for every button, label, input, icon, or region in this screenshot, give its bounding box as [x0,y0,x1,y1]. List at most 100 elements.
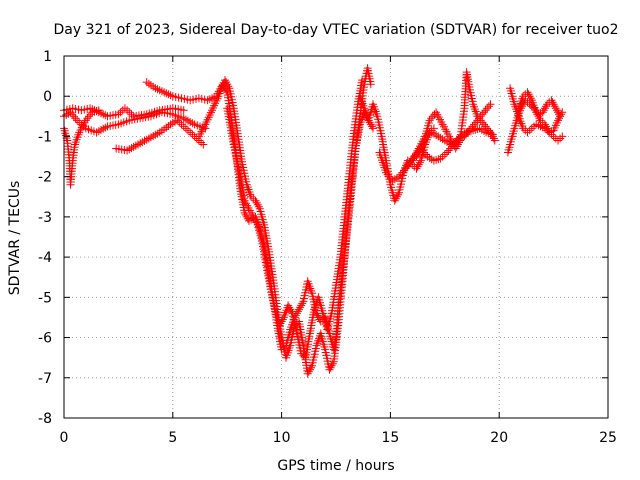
data-point [470,120,479,129]
data-point [549,132,558,141]
axis-ticks: 10-1-2-3-4-5-6-7-80 5 10 15 20 25 [38,49,617,446]
y-axis-title: SDTVAR / TECUs [7,181,23,296]
data-point [390,175,399,184]
data-point [245,216,253,225]
data-point [382,168,390,177]
data-point [469,126,478,135]
data-point [480,108,488,117]
data-point [197,138,206,147]
data-point [558,108,567,117]
data-point [179,122,188,131]
data-point [556,134,565,143]
data-point [454,138,463,147]
data-point [277,317,286,326]
data-point [123,106,132,115]
data-point [488,132,497,141]
data-point [481,106,490,115]
x-tick-label: 25 [599,430,617,446]
data-point [421,150,430,159]
data-point [420,148,429,157]
data-point [544,126,553,135]
data-point [136,139,145,148]
data-point [425,153,434,162]
data-points [60,64,567,378]
data-point [557,110,566,119]
data-point [480,120,488,129]
x-tick-label: 0 [60,430,69,446]
data-point [483,104,492,113]
data-point [287,307,296,316]
plot-frame [63,55,609,419]
data-point [490,136,499,145]
data-point [162,123,171,132]
data-point [192,134,201,143]
data-point [69,112,78,121]
data-point [383,170,392,179]
data-point [64,109,73,118]
data-point [325,365,334,374]
data-point [542,102,550,111]
data-point [398,168,407,177]
data-point [199,140,208,149]
data-point [253,200,262,209]
data-point [71,114,80,123]
y-tick-label: -1 [38,129,52,145]
data-point [428,112,437,121]
data-point [73,116,82,125]
y-tick-label: 1 [43,49,52,65]
data-point [436,154,445,163]
data-point [83,114,92,123]
data-point [558,132,567,141]
y-tick-label: 0 [43,89,52,105]
data-point [478,118,487,127]
data-point [427,114,436,123]
data-point [394,190,402,199]
data-point [254,202,263,211]
y-tick-label: -4 [38,250,52,266]
data-point [425,116,434,125]
data-point [358,76,367,85]
data-point [540,104,549,113]
data-point [297,301,306,310]
data-point [90,106,99,115]
data-point [434,155,443,164]
x-tick-label: 15 [381,430,399,446]
data-point [188,130,197,139]
y-tick-label: -8 [38,411,52,427]
data-point [407,156,416,165]
data-point [99,124,108,133]
data-point [162,89,171,98]
data-point [483,124,492,133]
data-point [484,102,493,111]
data-point [366,80,375,89]
data-point [369,124,377,133]
data-point [405,158,414,167]
data-point [181,115,190,124]
y-tick-label: -6 [38,331,52,347]
data-point [534,121,543,130]
data-point [395,172,404,181]
data-point [534,112,543,121]
data-point [486,100,495,109]
data-point [489,134,498,143]
data-point [523,128,532,137]
data-point [462,128,471,137]
data-point [415,158,424,167]
data-point [173,116,182,125]
data-point [303,369,312,378]
data-point [487,130,496,139]
data-point [386,174,395,183]
data-point [85,112,93,121]
data-point [481,122,490,131]
data-point [221,76,229,85]
data-point [127,144,136,153]
data-point [328,359,337,368]
data-point [127,110,136,119]
data-point [396,170,405,179]
data-point [440,150,449,159]
data-point [549,100,558,109]
data-point [525,92,534,101]
data-point [120,104,129,113]
